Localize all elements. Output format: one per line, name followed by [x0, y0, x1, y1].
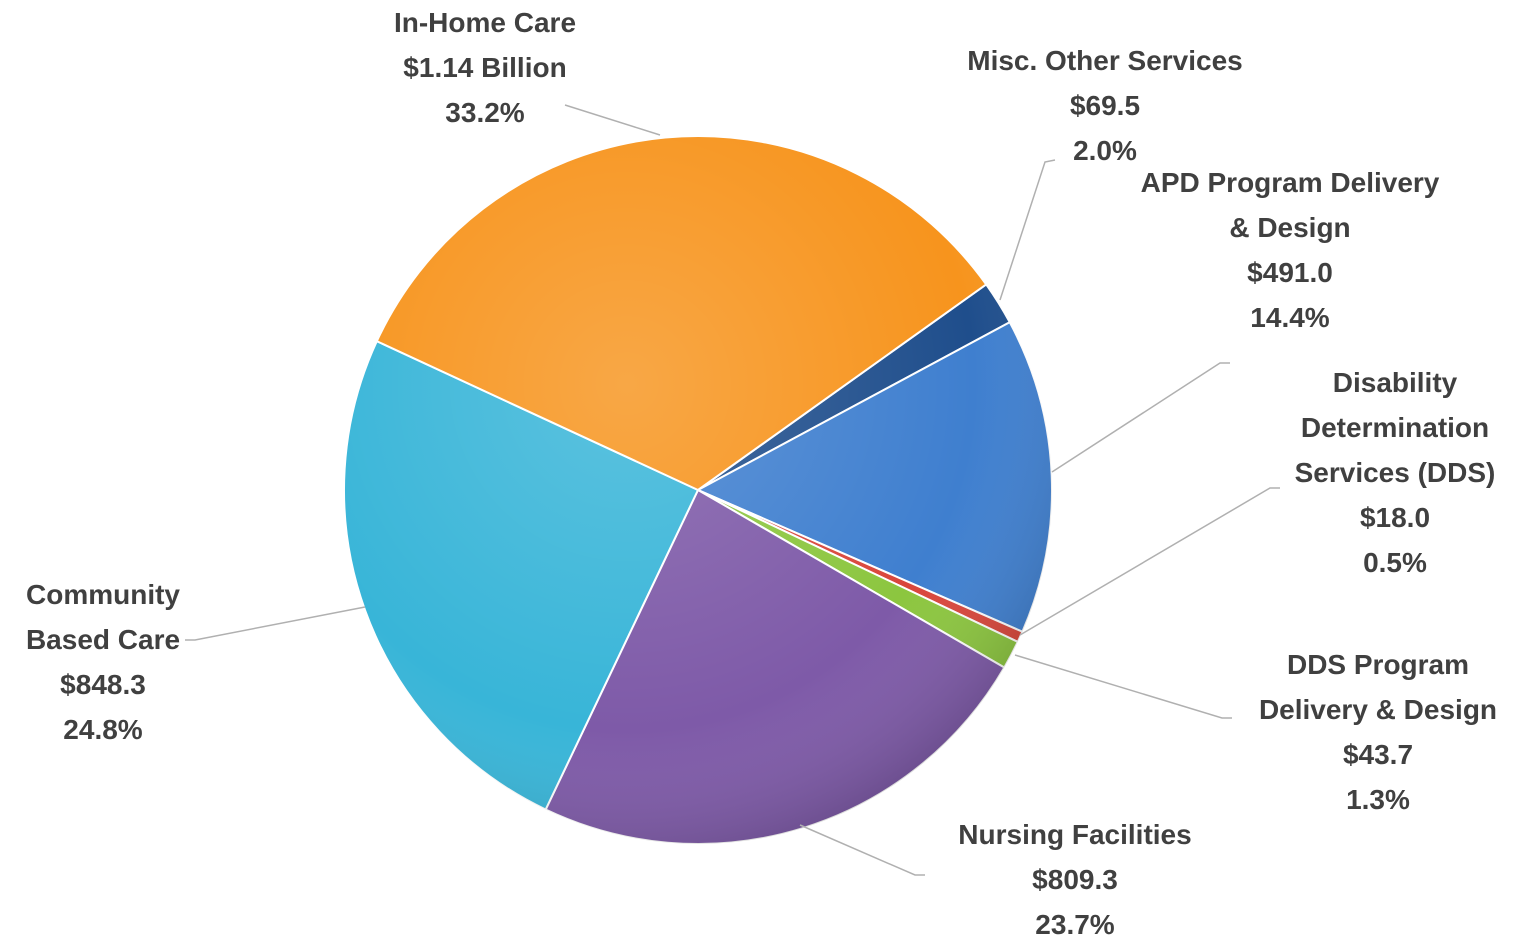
slice-label: DDS Program Delivery & Design $43.7 1.3% — [1231, 642, 1526, 822]
leader-line — [564, 104, 661, 136]
data-label: 0.5% — [1363, 547, 1427, 578]
category-label: Nursing Facilities — [958, 819, 1192, 850]
data-label: 24.8% — [63, 714, 143, 745]
leader-line — [1019, 487, 1280, 636]
data-label: 23.7% — [1035, 909, 1115, 940]
slice-label: In-Home Care $1.14 Billion 33.2% — [355, 0, 615, 135]
leader-line — [1014, 654, 1232, 719]
category-label: Misc. Other Services — [967, 45, 1243, 76]
slice-label: Community Based Care $848.3 24.8% — [3, 572, 203, 752]
data-label: 1.3% — [1346, 784, 1410, 815]
leader-line — [1051, 362, 1230, 473]
leader-line — [185, 606, 366, 641]
amount-label: $491.0 — [1247, 257, 1333, 288]
category-label: DDS Program Delivery & Design — [1258, 649, 1498, 725]
data-label: 33.2% — [445, 97, 525, 128]
leader-line — [999, 159, 1056, 301]
amount-label: $69.5 — [1069, 90, 1141, 121]
slice-label: Disability Determination Services (DDS) $… — [1270, 360, 1520, 585]
category-label: APD Program Delivery & Design — [1140, 167, 1440, 243]
amount-label: $809.3 — [1032, 864, 1118, 895]
amount-label: $43.7 — [1342, 739, 1414, 770]
amount-label: $18.0 — [1359, 502, 1431, 533]
category-label: In-Home Care — [393, 7, 577, 38]
data-label: 2.0% — [1073, 135, 1137, 166]
slice-label: Misc. Other Services $69.5 2.0% — [925, 38, 1285, 173]
leader-lines — [185, 104, 1280, 876]
amount-label: $1.14 Billion — [403, 52, 567, 83]
slice-label: APD Program Delivery & Design $491.0 14.4% — [1140, 160, 1440, 340]
leader-line — [799, 824, 925, 876]
slice-label: Nursing Facilities $809.3 23.7% — [925, 812, 1225, 947]
category-label: Disability Determination Services (DDS) — [1294, 367, 1496, 488]
data-label: 14.4% — [1250, 302, 1330, 333]
amount-label: $848.3 — [60, 669, 146, 700]
category-label: Community Based Care — [25, 579, 181, 655]
